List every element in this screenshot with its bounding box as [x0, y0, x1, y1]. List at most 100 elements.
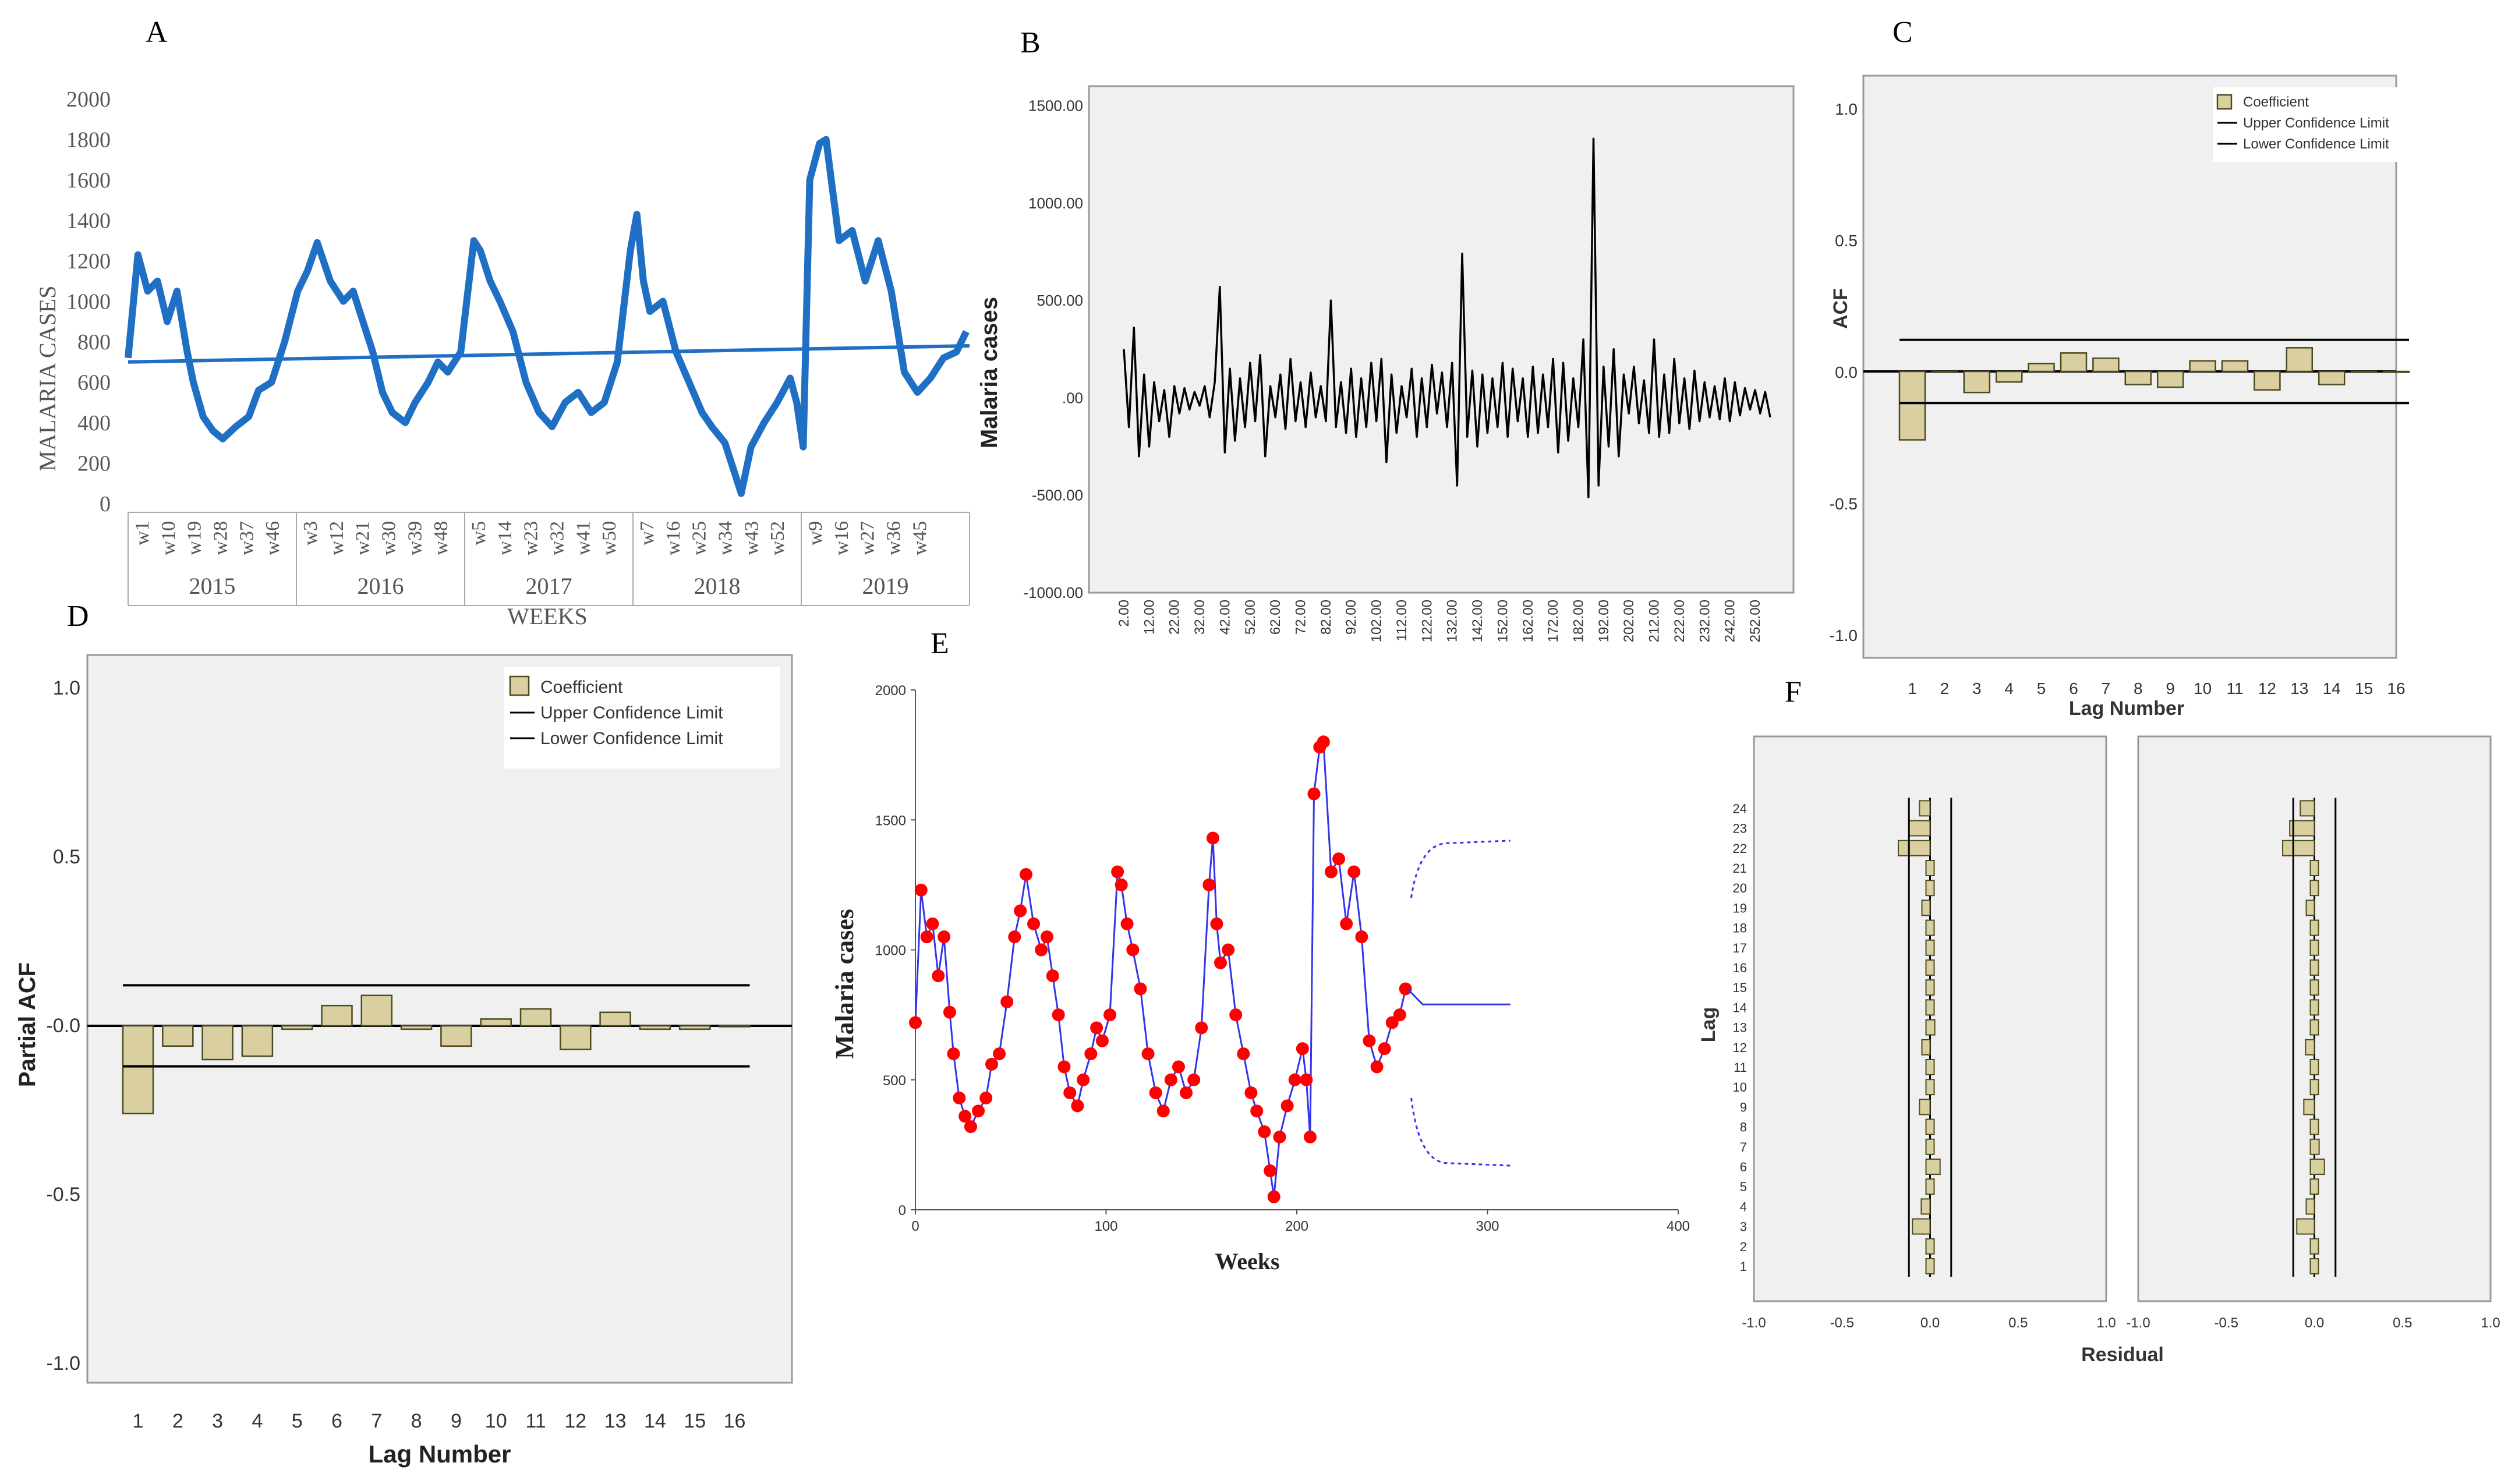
panel-c-x-tick-label: 7: [2102, 679, 2111, 697]
panel-f-bar: [1919, 800, 1931, 817]
panel-c-y-tick-label: -0.5: [1830, 495, 1858, 513]
panel-e-observed-point: [964, 1120, 977, 1134]
panel-e-observed-point: [1027, 917, 1041, 930]
panel-f-lag-tick-label: 12: [1733, 1040, 1747, 1055]
panel-b-x-tick-label: 172.00: [1545, 600, 1561, 642]
panel-f-lag-tick-label: 20: [1733, 881, 1747, 895]
panel-e-x-tick-label: 200: [1285, 1219, 1308, 1234]
panel-c-y-ticks: 1.0 0.5 0.0 -0.5 -1.0: [1830, 100, 1858, 644]
panel-d-bar: [678, 1025, 711, 1030]
panel-e-observed-point: [1280, 1099, 1294, 1113]
panel-f-lag-tick-label: 11: [1734, 1060, 1747, 1075]
panel-c-bar: [2254, 370, 2281, 391]
panel-e-y-tick-label: 500: [883, 1073, 906, 1089]
panel-e-observed-point: [1317, 735, 1330, 749]
panel-e-x-tick-label: 0: [911, 1219, 919, 1234]
panel-a-week-tick-label: w25: [689, 521, 710, 555]
panel-e-observed-point: [1288, 1073, 1301, 1086]
panel-e-observed-point: [1378, 1042, 1391, 1056]
panel-f-bar: [2309, 1178, 2319, 1195]
panel-d-x-tick-label: 5: [292, 1410, 303, 1432]
panel-e-observed-point: [953, 1092, 966, 1105]
panel-c-legend-lower: Lower Confidence Limit: [2243, 136, 2389, 152]
panel-c-bar: [1898, 370, 1926, 441]
panel-f-label: F: [1785, 675, 1802, 709]
panel-d-x-tick-label: 16: [724, 1410, 746, 1432]
panel-f-bar: [1925, 1118, 1935, 1135]
panel-b-x-tick-label: 192.00: [1596, 600, 1612, 642]
panel-f-bar: [2309, 860, 2319, 876]
panel-b-y-tick-label: 1500.00: [1028, 97, 1083, 114]
panel-f-x-tick-label: 1.0: [2481, 1315, 2500, 1331]
panel-b-x-tick-label: 62.00: [1268, 600, 1283, 635]
panel-d-y-tick-label: -0.0: [46, 1015, 80, 1037]
panel-b-x-tick-label: 242.00: [1722, 600, 1738, 642]
panel-f-y-axis-label: Lag: [1697, 1007, 1720, 1042]
panel-f-x-tick-label: 0.5: [2393, 1315, 2412, 1331]
panel-d-label: D: [67, 600, 89, 633]
panel-c-legend-items: Coefficient Upper Confidence Limit Lower C…: [2216, 94, 2389, 152]
panel-d-y-tick-label: -0.5: [46, 1184, 80, 1206]
panel-e-observed-point: [1202, 878, 1216, 891]
panel-a-week-tick-label: w3: [300, 521, 321, 546]
panel-f-lag-tick-label: 7: [1740, 1140, 1747, 1154]
panel-b-differenced-line: [1123, 137, 1771, 498]
panel-e-observed-point: [979, 1092, 993, 1105]
panel-f-bar: [1925, 880, 1935, 897]
panel-f-bar: [2282, 840, 2315, 856]
panel-e-observed-point: [943, 1005, 956, 1019]
panel-b-label: B: [1020, 26, 1041, 59]
panel-d-x-tick-label: 4: [252, 1410, 263, 1432]
panel-e-observed-point: [1370, 1060, 1384, 1074]
panel-d-x-ticks: 1 2 3 4 5 6 7 8 9 10 11 12 13 14 15 16: [133, 1410, 746, 1432]
panel-d-legend-items: Coefficient Upper Confidence Limit Lower C…: [509, 675, 723, 748]
panel-e-observed-point: [1057, 1060, 1071, 1074]
panel-a-week-tick-label: w10: [158, 521, 179, 555]
panel-c-bar: [2382, 370, 2410, 373]
panel-a-y-tick-label: 2000: [66, 87, 111, 112]
panel-c-plot: [1863, 338, 2410, 441]
panel-f-bar: [1925, 1138, 1935, 1155]
panel-a-week-tick-label: w46: [262, 521, 284, 555]
panel-d-bar: [440, 1025, 472, 1047]
panel-d-legend-lower: Lower Confidence Limit: [540, 729, 723, 748]
panel-e-observed-point: [1040, 930, 1053, 944]
panel-f-bar: [2309, 1019, 2319, 1036]
panel-f-bar: [2309, 1059, 2319, 1075]
panel-f-bar: [2309, 999, 2319, 1016]
panel-d-bar: [122, 1025, 154, 1115]
panel-a-y-axis-label: MALARIA CASES: [34, 286, 61, 472]
panel-e-observed-point: [909, 1016, 922, 1029]
panel-d-bar: [162, 1025, 194, 1047]
panel-e-x-ticks: 0 100 200 300 400: [911, 1209, 1690, 1234]
panel-f-bar: [2303, 1099, 2315, 1115]
panel-b-x-tick-label: 222.00: [1672, 600, 1688, 642]
panel-f-lag-tick-label: 14: [1733, 1000, 1747, 1015]
panel-c-x-ticks: 1 2 3 4 5 6 7 8 9 10 11 12 13 14 15 16: [1908, 679, 2405, 697]
panel-e-observed-point: [1156, 1104, 1170, 1118]
panel-a-y-tick-label: 400: [77, 411, 111, 435]
panel-a-week-tick-label: w45: [909, 521, 931, 555]
panel-e-observed-point: [1090, 1021, 1103, 1035]
panel-d-bar: [321, 1004, 353, 1027]
panel-a-y-tick-label: 600: [77, 371, 111, 395]
panel-f-lag-tick-label: 17: [1733, 941, 1747, 955]
panel-c-x-tick-label: 3: [1972, 679, 1982, 697]
panel-f-lag-tick-label: 13: [1733, 1021, 1747, 1035]
panel-f-lag-tick-label: 4: [1740, 1199, 1747, 1214]
panel-f-bar: [1925, 1079, 1935, 1096]
panel-b-y-tick-label: -500.00: [1032, 487, 1083, 504]
panel-b-x-tick-label: 52.00: [1243, 600, 1258, 635]
panel-c-bar: [2028, 363, 2055, 373]
panel-e-y-tick-label: 1000: [875, 943, 906, 959]
panel-b-y-tick-label: -1000.00: [1023, 584, 1083, 601]
panel-f-x-tick-label: 0.5: [2008, 1315, 2028, 1331]
panel-b: B Malaria cases 1500.00 1000.00 500.00 .00 -…: [977, 26, 1795, 642]
panel-f-bar: [2296, 1218, 2315, 1235]
panel-d-x-tick-label: 10: [485, 1410, 507, 1432]
panel-b-x-tick-label: 122.00: [1419, 600, 1435, 642]
panel-f-lag-tick-label: 19: [1733, 901, 1747, 915]
panel-e-observed-point: [1180, 1086, 1193, 1100]
panel-e-plot: [909, 735, 1511, 1203]
